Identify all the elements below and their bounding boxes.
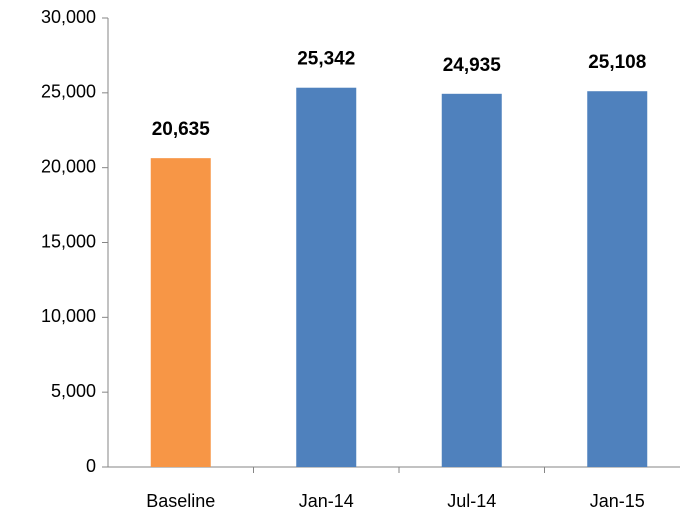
value-label: 24,935 [443,55,502,76]
value-label: 25,108 [588,52,646,73]
value-label: 20,635 [152,119,211,140]
value-label: 25,342 [297,49,355,70]
y-tick-label: 25,000 [41,82,96,102]
bar [296,87,357,468]
x-tick-label: Jan-14 [299,491,354,511]
x-tick-label: Jul-14 [447,491,496,511]
y-tick-label: 30,000 [41,7,96,27]
y-tick-label: 0 [86,456,96,476]
x-tick-label: Baseline [146,491,215,511]
bar [587,91,648,468]
x-tick-label: Jan-15 [590,491,645,511]
y-tick-label: 10,000 [41,306,96,326]
y-tick-label: 20,000 [41,156,96,176]
bar [150,158,211,467]
y-tick-label: 15,000 [41,231,96,251]
bar [441,93,502,468]
y-tick-label: 5,000 [51,381,96,401]
